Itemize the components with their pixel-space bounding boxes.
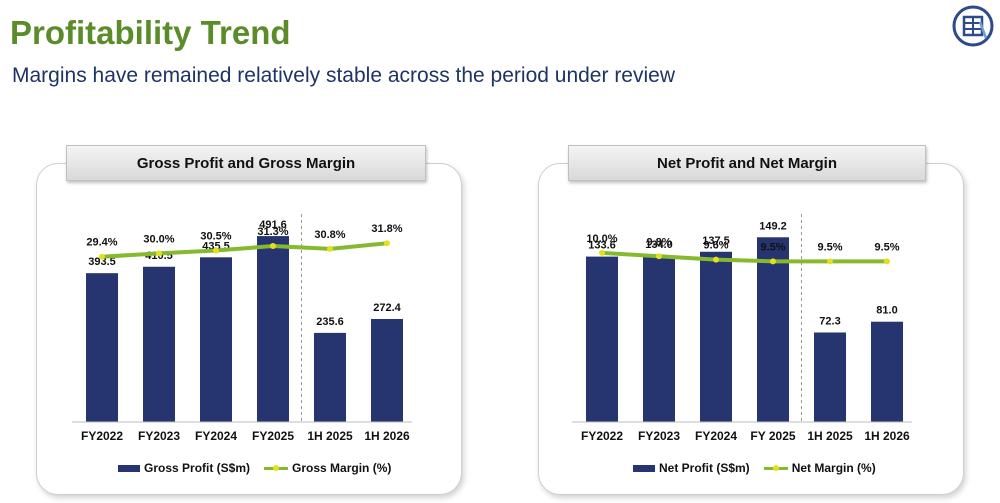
margin-line bbox=[601, 250, 887, 264]
legend-item-bar: Net Profit (S$m) bbox=[633, 461, 750, 475]
bar bbox=[314, 332, 346, 422]
margin-value-label: 9.5% bbox=[874, 241, 899, 253]
bar bbox=[143, 266, 175, 422]
bar bbox=[700, 251, 732, 422]
bar-value-label: 134.0 bbox=[645, 239, 673, 251]
bar-value-label: 72.3 bbox=[819, 315, 840, 327]
margin-point bbox=[770, 258, 776, 265]
bar bbox=[814, 332, 846, 422]
margin-point bbox=[99, 253, 105, 260]
legend-label: Gross Profit (S$m) bbox=[144, 461, 251, 475]
margin-value-label: 29.4% bbox=[86, 237, 117, 249]
legend-bar-swatch-icon bbox=[118, 464, 140, 472]
x-tick-label: FY 2025 bbox=[750, 429, 795, 443]
margin-value-label: 30.0% bbox=[143, 233, 174, 245]
legend-item-line: Gross Margin (%) bbox=[264, 461, 391, 475]
net-profit-legend: Net Profit (S$m) Net Margin (%) bbox=[633, 461, 876, 475]
x-tick-label: FY2023 bbox=[638, 429, 680, 443]
x-tick-label: FY2025 bbox=[252, 429, 294, 443]
x-tick-label: FY2023 bbox=[138, 429, 180, 443]
legend-item-line: Net Margin (%) bbox=[763, 461, 876, 475]
bar bbox=[643, 256, 675, 422]
margin-point bbox=[656, 253, 662, 260]
legend-bar-swatch-icon bbox=[633, 464, 655, 472]
bar bbox=[871, 321, 903, 422]
company-logo-icon bbox=[952, 5, 994, 47]
bar bbox=[586, 256, 618, 422]
margin-value-label: 31.3% bbox=[257, 226, 288, 238]
bar-value-label: 133.6 bbox=[588, 240, 616, 252]
legend-label: Gross Margin (%) bbox=[292, 461, 392, 475]
legend-label: Net Profit (S$m) bbox=[659, 461, 750, 475]
gross-profit-chart: 393.5410.5435.5491.6235.6272.4FY2022FY20… bbox=[72, 214, 412, 443]
margin-value-label: 9.6% bbox=[703, 240, 728, 252]
x-tick-label: FY2024 bbox=[695, 429, 737, 443]
x-tick-label: FY2022 bbox=[581, 429, 623, 443]
margin-point bbox=[384, 240, 390, 247]
net-profit-chart-title: Net Profit and Net Margin bbox=[568, 145, 926, 181]
bar bbox=[371, 318, 403, 422]
bar-value-label: 137.5 bbox=[702, 235, 730, 247]
margin-value-label: 10.0% bbox=[586, 233, 617, 245]
x-tick-label: FY2024 bbox=[195, 429, 237, 443]
margin-point bbox=[884, 258, 890, 265]
margin-point bbox=[270, 243, 276, 250]
bar bbox=[757, 237, 789, 422]
page-subtitle: Margins have remained relatively stable … bbox=[12, 64, 675, 87]
bar-value-label: 235.6 bbox=[316, 316, 344, 328]
bar-value-label: 149.2 bbox=[759, 220, 787, 232]
x-tick-label: 1H 2026 bbox=[364, 429, 410, 443]
margin-point bbox=[156, 250, 162, 257]
bar-value-label: 272.4 bbox=[373, 302, 401, 314]
margin-value-label: 30.5% bbox=[200, 231, 231, 243]
margin-value-label: 30.8% bbox=[314, 229, 345, 241]
margin-point bbox=[599, 249, 605, 256]
legend-line-swatch-icon bbox=[264, 464, 289, 472]
bar-value-label: 491.6 bbox=[259, 219, 287, 231]
x-tick-label: 1H 2025 bbox=[307, 429, 353, 443]
margin-value-label: 9.5% bbox=[817, 241, 842, 253]
gross-profit-chart-title: Gross Profit and Gross Margin bbox=[66, 145, 426, 181]
gross-profit-legend: Gross Profit (S$m) Gross Margin (%) bbox=[118, 461, 391, 475]
margin-point bbox=[213, 247, 219, 254]
bar-value-label: 393.5 bbox=[88, 256, 116, 268]
margin-point bbox=[327, 245, 333, 252]
bar bbox=[86, 273, 118, 422]
margin-point bbox=[713, 256, 719, 263]
margin-line bbox=[101, 241, 388, 259]
bar-value-label: 81.0 bbox=[876, 305, 897, 317]
margin-value-label: 9.5% bbox=[760, 241, 785, 253]
legend-label: Net Margin (%) bbox=[791, 461, 876, 475]
x-tick-label: FY2022 bbox=[81, 429, 123, 443]
margin-value-label: 9.8% bbox=[646, 236, 671, 248]
page-title: Profitability Trend bbox=[10, 14, 291, 51]
legend-line-swatch-icon bbox=[763, 464, 788, 472]
x-tick-label: 1H 2025 bbox=[807, 429, 853, 443]
bar bbox=[257, 236, 289, 422]
margin-point bbox=[827, 258, 833, 265]
bar bbox=[200, 257, 232, 422]
legend-item-bar: Gross Profit (S$m) bbox=[118, 461, 250, 475]
x-tick-label: 1H 2026 bbox=[864, 429, 910, 443]
margin-value-label: 31.8% bbox=[371, 223, 402, 235]
